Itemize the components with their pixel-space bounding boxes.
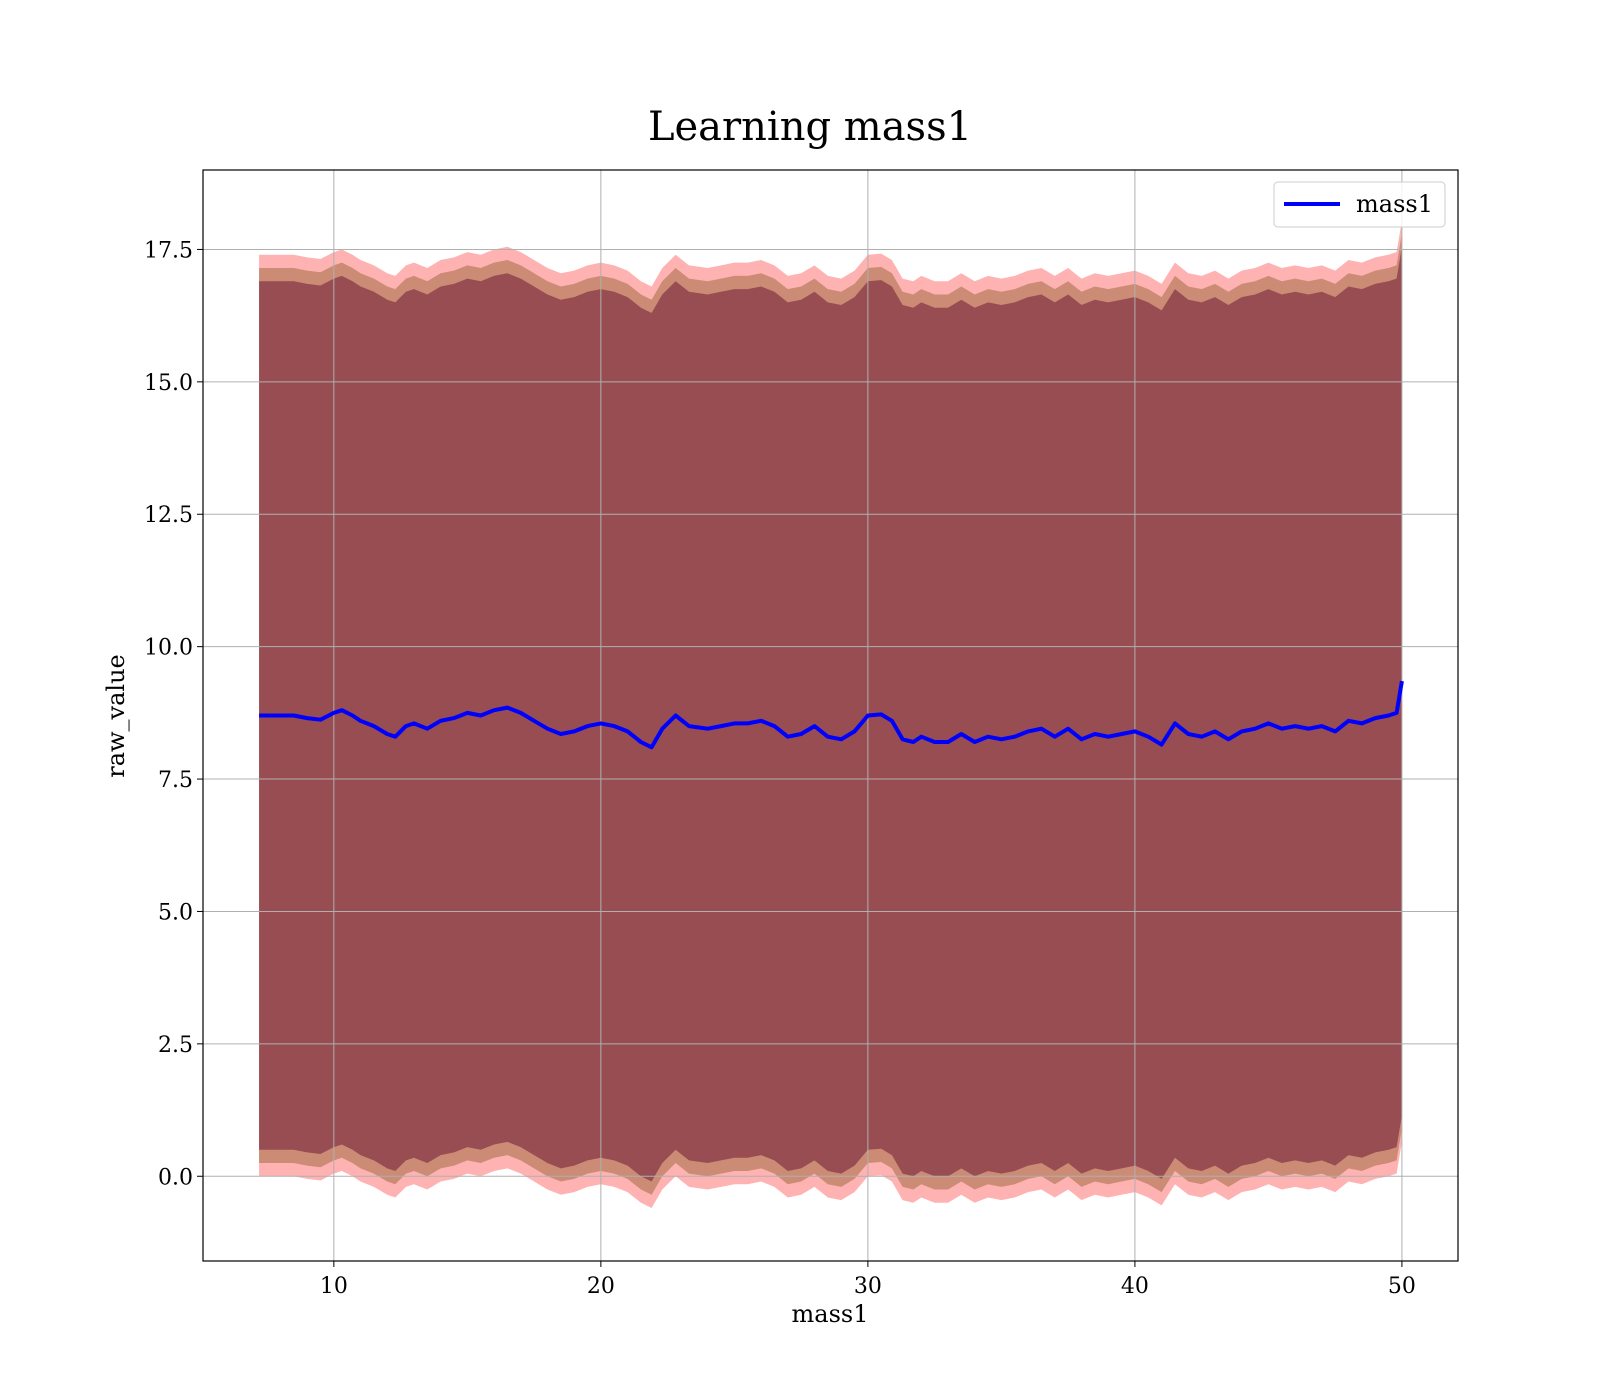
band-inner (259, 246, 1402, 1182)
y-tick-label: 15.0 (144, 371, 193, 396)
y-tick-label: 10.0 (144, 636, 193, 661)
y-tick-label: 12.5 (144, 503, 193, 528)
legend-label: mass1 (1356, 190, 1433, 218)
confidence-bands (259, 220, 1402, 1209)
x-tick-label: 50 (1388, 1274, 1416, 1299)
x-tick-label: 10 (320, 1274, 348, 1299)
series-line-mass1 (259, 680, 1404, 750)
chart-title: Learning mass1 (648, 104, 972, 150)
y-tick-label: 7.5 (158, 768, 193, 793)
x-tick-label: 30 (854, 1274, 882, 1299)
y-tick-label: 0.0 (158, 1165, 193, 1190)
y-axis-label: raw_value (102, 654, 130, 778)
legend-box (1273, 181, 1446, 228)
y-tick-label: 5.0 (158, 900, 193, 925)
plot-frame (202, 169, 1459, 1262)
y-tick-label: 17.5 (144, 238, 193, 263)
axis-ticks: 10 20 30 40 50 0.0 2.5 5.0 7.5 10.0 12.5 15.0 17.5 (144, 238, 1416, 1299)
legend: mass1 (1273, 181, 1446, 228)
y-tick-label: 2.5 (158, 1033, 193, 1058)
series-lines (259, 680, 1404, 750)
x-axis-label: mass1 (792, 1300, 869, 1328)
x-tick-label: 20 (587, 1274, 615, 1299)
x-tick-label: 40 (1121, 1274, 1149, 1299)
grid-lines (203, 170, 1458, 1261)
